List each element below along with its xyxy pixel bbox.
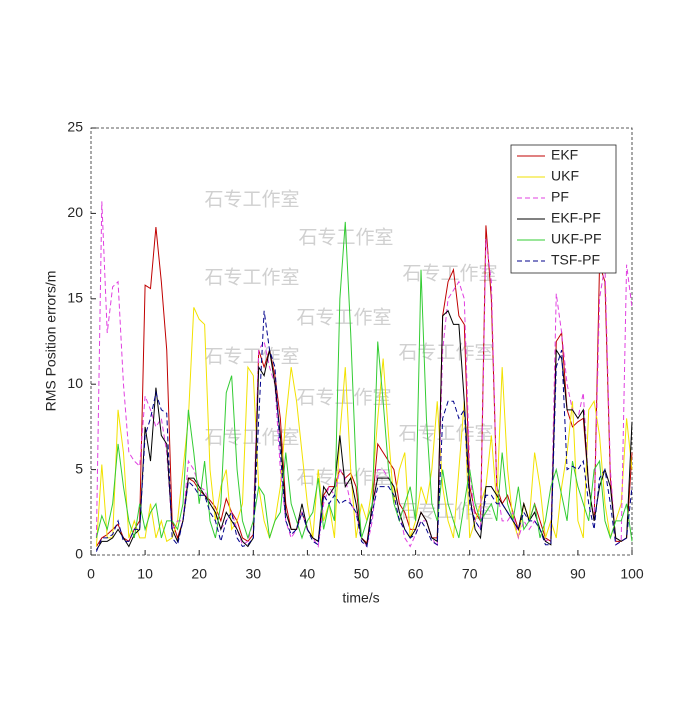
legend-label: PF: [551, 189, 569, 205]
series-line: [95, 221, 633, 542]
x-tick-label: 70: [462, 566, 478, 582]
x-axis-label: time/s: [342, 590, 379, 606]
legend-label: EKF: [551, 147, 578, 163]
watermark: 石专工作室: [398, 423, 493, 445]
x-tick-label: 30: [246, 566, 262, 582]
plot-frame: [90, 127, 633, 556]
x-tick-label: 90: [570, 566, 586, 582]
legend-box: [510, 144, 617, 274]
watermark: 石专工作室: [204, 267, 299, 289]
legend-label: EKF-PF: [551, 210, 601, 226]
watermark: 石专工作室: [204, 346, 299, 368]
x-tick-label: 10: [137, 566, 153, 582]
x-tick-label: 20: [191, 566, 207, 582]
x-tick-label: 0: [87, 566, 95, 582]
series-line: [95, 310, 633, 552]
watermark: 石专工作室: [402, 263, 497, 285]
y-tick-label: 25: [67, 119, 83, 135]
y-axis-label: RMS Position errors/m: [43, 271, 59, 412]
series-line: [95, 307, 633, 547]
watermark: 石专工作室: [296, 387, 391, 409]
watermark: 石专工作室: [398, 501, 493, 523]
watermark: 石专工作室: [398, 342, 493, 364]
x-tick-label: 60: [408, 566, 424, 582]
y-tick-label: 15: [67, 290, 83, 306]
y-tick-label: 5: [75, 460, 83, 476]
legend-label: UKF: [551, 168, 579, 184]
y-tick-label: 20: [67, 204, 83, 220]
x-tick-label: 100: [620, 566, 644, 582]
y-tick-label: 10: [67, 375, 83, 391]
x-tick-label: 80: [516, 566, 532, 582]
watermark: 石专工作室: [204, 189, 299, 211]
x-tick-label: 40: [300, 566, 316, 582]
legend-label: UKF-PF: [551, 231, 602, 247]
watermark: 石专工作室: [296, 307, 391, 329]
x-tick-label: 50: [354, 566, 370, 582]
y-tick-label: 0: [75, 546, 83, 562]
legend-label: TSF-PF: [551, 252, 600, 268]
watermark: 石专工作室: [204, 427, 299, 449]
